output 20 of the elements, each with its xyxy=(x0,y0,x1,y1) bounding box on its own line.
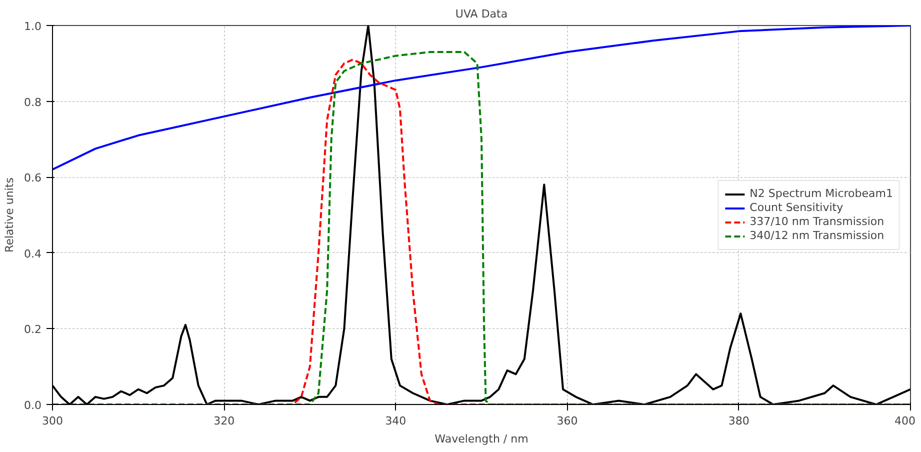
line-series xyxy=(52,26,910,171)
legend-label: Count Sensitivity xyxy=(750,200,844,214)
y-axis-title: Relative units xyxy=(3,177,16,252)
y-tick-label: 0.6 xyxy=(24,172,42,185)
y-tick-label: 0.4 xyxy=(24,247,42,260)
x-tick-label: 400 xyxy=(894,414,916,428)
y-tick-label: 1.0 xyxy=(24,20,42,33)
x-tick-label: 320 xyxy=(214,414,235,428)
legend-label: N2 Spectrum Microbeam1 xyxy=(750,186,893,200)
x-tick-label: 360 xyxy=(556,414,578,428)
x-tick-label: 380 xyxy=(728,414,750,428)
x-tick-label: 300 xyxy=(42,414,63,428)
y-tick-label: 0.2 xyxy=(24,323,42,336)
x-tick-label: 340 xyxy=(385,414,406,428)
legend-label: 337/10 nm Transmission xyxy=(750,214,884,228)
y-tick-label: 0.0 xyxy=(24,399,42,412)
legend-label: 340/12 nm Transmission xyxy=(750,228,884,242)
x-axis-title: Wavelength / nm xyxy=(434,432,528,446)
chart-title: UVA Data xyxy=(455,8,508,20)
y-tick-label: 0.8 xyxy=(24,96,42,109)
